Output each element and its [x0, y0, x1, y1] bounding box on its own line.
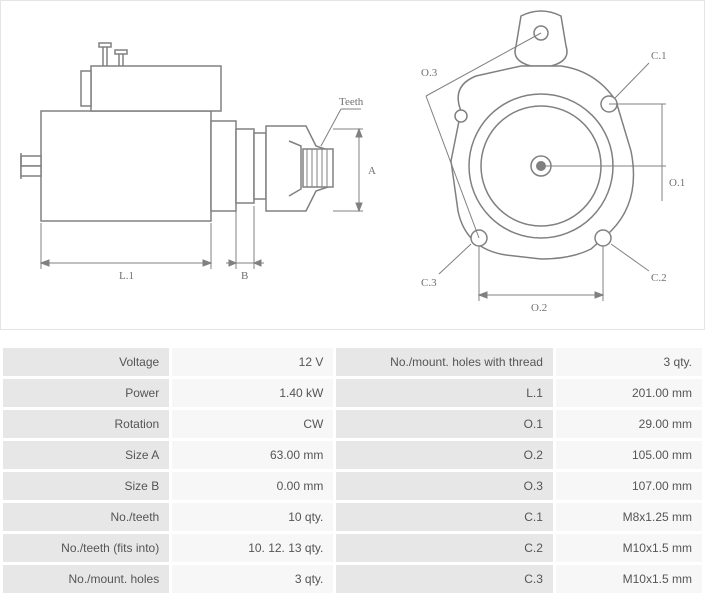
spec-key: O.1 [336, 410, 553, 438]
spec-value: 3 qty. [556, 348, 702, 376]
label-L1: L.1 [119, 270, 134, 282]
table-row: No./teeth (fits into)10. 12. 13 qty.C.2M… [3, 534, 702, 562]
spec-key: C.2 [336, 534, 553, 562]
spec-value: 107.00 mm [556, 472, 702, 500]
table-row: Size A63.00 mmO.2105.00 mm [3, 441, 702, 469]
spec-value: 3 qty. [172, 565, 333, 593]
spec-value: 10. 12. 13 qty. [172, 534, 333, 562]
spec-key: Rotation [3, 410, 169, 438]
label-A: A [368, 165, 376, 177]
spec-value: 63.00 mm [172, 441, 333, 469]
spec-value: M10x1.5 mm [556, 565, 702, 593]
label-O2: O.2 [531, 302, 547, 314]
spec-value: 105.00 mm [556, 441, 702, 469]
spec-value: 12 V [172, 348, 333, 376]
spec-value: 10 qty. [172, 503, 333, 531]
table-row: Power1.40 kWL.1201.00 mm [3, 379, 702, 407]
front-view-drawing: O.3 O.1 O.2 C.1 C.2 C.3 [391, 1, 691, 321]
table-row: No./mount. holes3 qty.C.3M10x1.5 mm [3, 565, 702, 593]
spec-key: O.2 [336, 441, 553, 469]
spec-key: Power [3, 379, 169, 407]
spec-key: C.3 [336, 565, 553, 593]
spec-key: Size B [3, 472, 169, 500]
spec-value: 29.00 mm [556, 410, 702, 438]
table-row: Size B0.00 mmO.3107.00 mm [3, 472, 702, 500]
table-row: Voltage12 VNo./mount. holes with thread3… [3, 348, 702, 376]
spec-key: No./mount. holes [3, 565, 169, 593]
spec-value: M8x1.25 mm [556, 503, 702, 531]
spec-value: M10x1.5 mm [556, 534, 702, 562]
label-C1: C.1 [651, 50, 667, 62]
label-O3: O.3 [421, 67, 438, 79]
spec-key: C.1 [336, 503, 553, 531]
label-O1: O.1 [669, 177, 685, 189]
spec-key: O.3 [336, 472, 553, 500]
spec-value: CW [172, 410, 333, 438]
label-C3: C.3 [421, 277, 437, 289]
spec-value: 0.00 mm [172, 472, 333, 500]
technical-drawing-panel: Teeth A L.1 B [0, 0, 705, 330]
spec-key: Voltage [3, 348, 169, 376]
spec-value: 1.40 kW [172, 379, 333, 407]
label-C2: C.2 [651, 272, 667, 284]
table-row: No./teeth10 qty.C.1M8x1.25 mm [3, 503, 702, 531]
table-row: RotationCWO.129.00 mm [3, 410, 702, 438]
label-B: B [241, 270, 248, 282]
spec-key: Size A [3, 441, 169, 469]
side-view-drawing: Teeth A L.1 B [11, 11, 381, 301]
label-teeth: Teeth [339, 96, 364, 108]
specs-table: Voltage12 VNo./mount. holes with thread3… [0, 345, 705, 596]
spec-key: No./mount. holes with thread [336, 348, 553, 376]
spec-key: No./teeth [3, 503, 169, 531]
spec-value: 201.00 mm [556, 379, 702, 407]
spec-key: L.1 [336, 379, 553, 407]
spec-key: No./teeth (fits into) [3, 534, 169, 562]
